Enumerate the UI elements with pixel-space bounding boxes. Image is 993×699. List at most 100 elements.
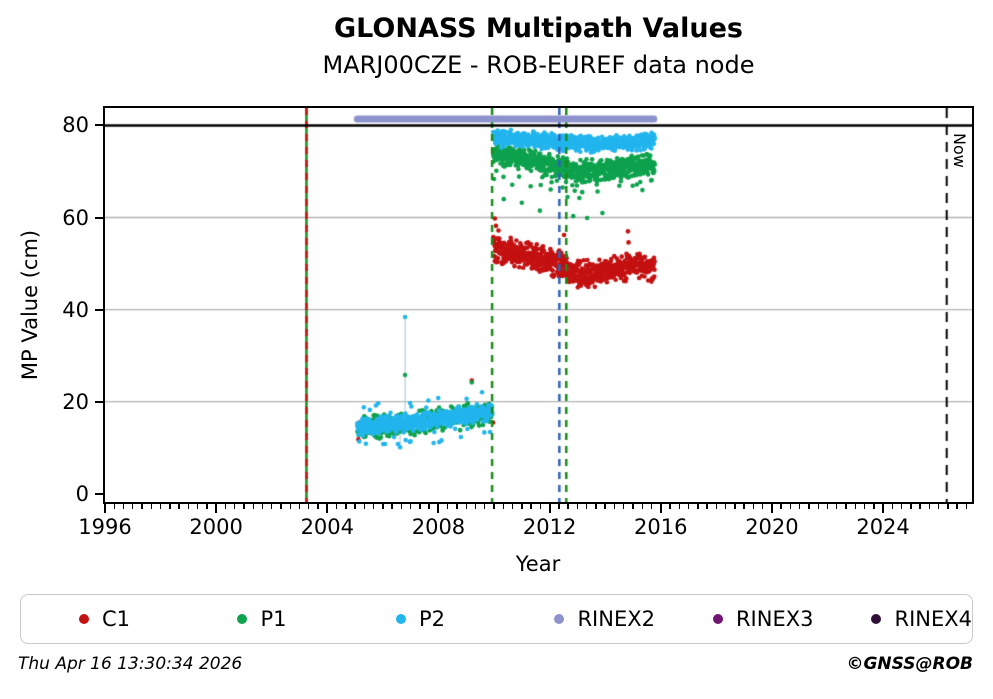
x-minor-tick [613,504,616,509]
x-minor-tick [474,504,477,509]
x-tick-label: 2024 [856,515,910,539]
y-tick-label: 80 [62,113,89,138]
y-major-tick [95,124,103,127]
x-minor-tick [845,504,847,509]
x-minor-tick [345,504,347,509]
x-minor-tick [891,504,894,509]
x-minor-tick [660,504,662,509]
x-minor-tick [196,504,199,509]
x-minor-tick [132,504,134,509]
legend-marker-c1-icon [79,614,89,624]
x-minor-tick [576,504,579,509]
x-minor-tick [595,504,597,509]
footer-copyright: ©GNSS@ROB [846,654,973,674]
chart-subtitle: MARJ00CZE - ROB-EUREF data node [322,50,755,79]
x-minor-tick [567,504,569,509]
x-major-tick [882,504,885,513]
x-minor-tick [456,504,458,509]
x-minor-tick [724,504,727,509]
legend-marker-rinex3-icon [712,614,723,624]
x-minor-tick [372,504,375,509]
x-minor-tick [697,504,699,509]
x-minor-tick [113,504,115,509]
legend-item-rinex2: RINEX2 [496,606,655,631]
x-minor-tick [799,504,801,509]
y-major-tick [95,492,103,495]
x-minor-tick [400,504,403,509]
legend-label: C1 [102,606,131,631]
x-minor-tick [382,504,384,509]
x-minor-tick [521,504,523,509]
x-minor-tick [326,504,328,509]
x-minor-tick [215,504,217,509]
plot-canvas [105,108,972,502]
legend-box: C1 P1 P2 RINEX2 RINEX3 RINEX4 [20,594,973,644]
x-minor-tick [771,504,773,509]
x-minor-tick [919,504,921,509]
x-minor-tick [585,504,588,509]
x-minor-tick [882,504,884,509]
x-major-tick [104,504,106,513]
legend-label: RINEX3 [735,606,814,631]
x-minor-tick [789,504,792,509]
x-minor-tick [780,504,782,509]
x-minor-tick [558,504,560,509]
x-minor-tick [539,504,542,509]
legend-item-c1: C1 [21,606,179,631]
x-minor-tick [465,504,467,509]
x-minor-tick [752,504,755,509]
x-tick-label: 2016 [634,515,688,539]
y-tick-label: 20 [62,389,89,414]
x-minor-tick [910,504,912,509]
x-major-tick [770,504,773,513]
x-tick-label: 2008 [411,515,466,539]
x-minor-tick [141,504,143,509]
x-tick-label: 1996 [78,515,132,539]
legend-item-rinex4: RINEX4 [813,606,972,631]
x-minor-tick [604,504,606,509]
x-tick-label: 2000 [189,515,243,539]
legend-label: P2 [418,606,445,631]
x-minor-tick [817,504,819,509]
legend-marker-rinex2-icon [554,614,565,624]
x-tick-label: 2004 [300,515,355,539]
x-minor-tick [335,504,338,509]
x-minor-tick [243,504,245,509]
chart-header: GLONASS Multipath Values MARJ00CZE - ROB… [105,12,972,81]
x-minor-tick [641,504,643,509]
x-minor-tick [502,504,504,509]
x-minor-tick [104,504,106,509]
legend-marker-p2-icon [395,614,406,624]
x-minor-tick [650,504,653,509]
x-minor-tick [409,504,412,509]
x-minor-tick [280,504,282,509]
x-minor-tick [150,504,152,509]
x-major-tick [215,504,218,513]
x-minor-tick [308,504,310,509]
x-minor-tick [224,504,227,509]
plot-area: Now [103,106,974,504]
x-minor-tick [548,504,551,509]
legend-item-rinex3: RINEX3 [655,606,814,631]
legend-marker-rinex4-icon [871,614,882,624]
x-minor-tick [354,504,356,509]
x-major-tick [326,504,329,513]
x-minor-tick [678,504,680,509]
x-minor-tick [447,504,449,509]
legend-item-p2: P2 [338,606,496,631]
legend-label: RINEX2 [577,606,655,631]
x-minor-tick [271,504,273,509]
x-minor-tick [169,504,171,509]
x-minor-tick [836,504,838,509]
x-minor-tick [298,504,301,509]
x-minor-tick [965,504,968,509]
x-minor-tick [419,504,421,509]
legend-label: RINEX4 [894,606,972,631]
x-minor-tick [734,504,736,509]
x-minor-tick [187,504,190,509]
x-minor-tick [623,504,625,509]
x-minor-tick [363,504,366,509]
x-minor-tick [206,504,208,509]
x-minor-tick [252,504,254,509]
